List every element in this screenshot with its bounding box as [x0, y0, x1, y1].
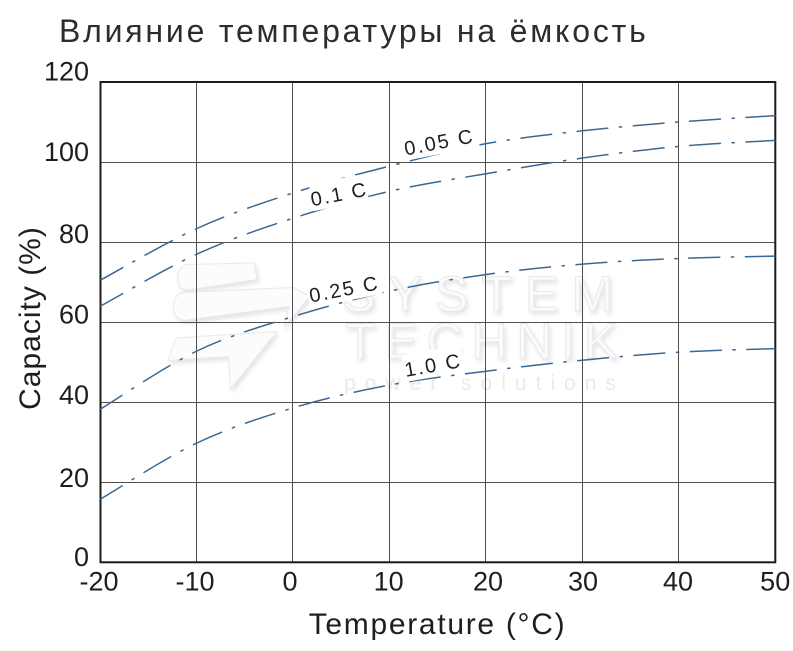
svg-text:0: 0 [282, 567, 297, 597]
svg-text:120: 120 [44, 57, 89, 87]
svg-text:Capacity (%): Capacity (%) [14, 226, 47, 410]
svg-text:0: 0 [74, 542, 89, 572]
svg-text:30: 30 [568, 567, 598, 597]
svg-text:60: 60 [59, 300, 89, 330]
svg-text:40: 40 [59, 380, 89, 410]
svg-text:10: 10 [374, 567, 404, 597]
svg-text:100: 100 [44, 137, 89, 167]
svg-text:50: 50 [760, 567, 790, 597]
svg-text:40: 40 [663, 567, 693, 597]
svg-text:20: 20 [59, 463, 89, 493]
svg-text:20: 20 [473, 567, 503, 597]
svg-text:-10: -10 [175, 567, 214, 597]
svg-text:80: 80 [59, 219, 89, 249]
svg-text:-20: -20 [79, 567, 118, 597]
svg-text:Temperature (°C): Temperature (°C) [309, 608, 567, 641]
svg-text:Влияние температуры на ёмкость: Влияние температуры на ёмкость [59, 13, 649, 49]
